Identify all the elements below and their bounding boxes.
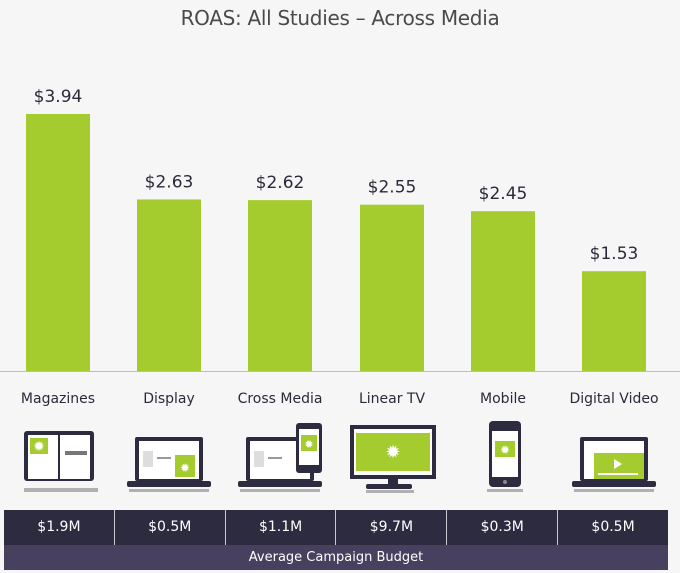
- category-label: Display: [143, 391, 195, 407]
- data-label: $1.53: [590, 244, 639, 264]
- budget-value: $9.7M: [336, 510, 448, 545]
- budget-value: $0.5M: [591, 519, 635, 535]
- mobile-phone-icon: ✹: [447, 415, 559, 495]
- budget-value: $1.1M: [226, 510, 337, 545]
- data-label: $3.94: [34, 87, 83, 107]
- bar-1: [137, 199, 201, 371]
- laptop-display-icon: ✹: [113, 415, 225, 495]
- svg-text:✹: ✹: [180, 461, 190, 475]
- category-label: Digital Video: [569, 391, 659, 407]
- category-label: Mobile: [480, 391, 526, 407]
- bar-chart: $3.94 $2.63 $2.62 $2.55 $2.45 $1.53: [0, 87, 680, 372]
- magazine-icon: ✹: [2, 415, 114, 495]
- bar-4: [471, 211, 535, 371]
- category-label: Linear TV: [358, 391, 426, 407]
- chart-title: ROAS: All Studies – Across Media: [180, 6, 500, 30]
- budget-value: $1.9M: [4, 510, 115, 545]
- svg-text:✹: ✹: [385, 442, 400, 463]
- budget-value: $0.5M: [115, 510, 226, 545]
- data-label: $2.63: [145, 172, 194, 192]
- data-label: $2.62: [256, 173, 305, 193]
- tv-icon: ✹: [336, 415, 448, 495]
- budget-row: $1.9M $0.5M $1.1M $9.7M $0.3M $0.5M: [4, 510, 668, 545]
- category-label: Cross Media: [237, 391, 323, 407]
- laptop-video-icon: [558, 415, 670, 495]
- bar-0: [26, 114, 90, 371]
- budget-label: Average Campaign Budget: [4, 545, 668, 570]
- budget-value: $0.3M: [447, 510, 559, 545]
- laptop-phone-icon: ✹: [224, 415, 336, 495]
- svg-text:✹: ✹: [500, 443, 510, 457]
- data-label: $2.45: [479, 184, 528, 204]
- bar-5: [582, 271, 646, 371]
- svg-text:✹: ✹: [33, 439, 45, 455]
- category-label: Magazines: [20, 391, 96, 407]
- bar-2: [248, 200, 312, 371]
- bar-3: [360, 204, 424, 371]
- svg-text:✹: ✹: [304, 438, 313, 451]
- data-label: $2.55: [368, 178, 417, 198]
